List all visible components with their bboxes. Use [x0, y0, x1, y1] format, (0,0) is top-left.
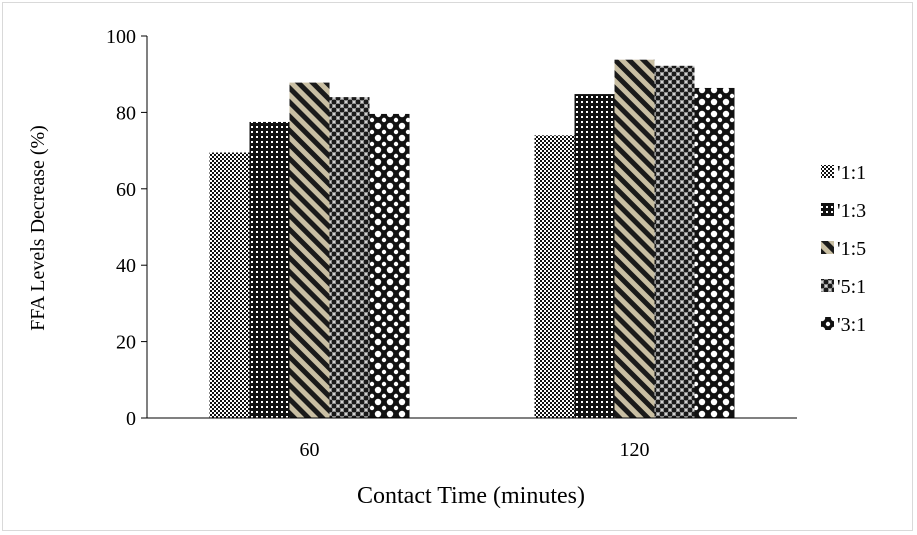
- bar-3-1-60: [369, 113, 410, 418]
- bar-1-3-120: [574, 94, 615, 419]
- y-axis-label: FFA Levels Decrease (%): [27, 125, 49, 331]
- legend-label: '5:1: [837, 276, 866, 298]
- y-tick-label: 60: [116, 179, 136, 201]
- bar-5-1-60: [329, 97, 370, 419]
- x-axis-label: Contact Time (minutes): [357, 483, 585, 509]
- legend-label: '3:1: [837, 314, 866, 336]
- legend-swatch: [821, 165, 834, 178]
- bars-layer: [209, 59, 735, 419]
- legend: '1:1 '1:3 '1:5 '5:1 '3:1: [821, 162, 866, 336]
- legend-label: '1:3: [837, 200, 866, 222]
- y-tick-label: 80: [116, 102, 136, 124]
- x-tick-label: 120: [620, 439, 650, 461]
- x-tick-labels: 60 120: [300, 439, 650, 461]
- bar-3-1-120: [694, 87, 735, 419]
- legend-label: '1:5: [837, 238, 866, 260]
- legend-swatch: [821, 279, 834, 292]
- y-tick-label: 0: [126, 408, 136, 430]
- bar-1-1-120: [534, 135, 575, 418]
- bar-5-1-120: [654, 65, 695, 419]
- y-tick-label: 40: [116, 255, 136, 277]
- legend-swatch: [821, 317, 834, 330]
- legend-swatch: [821, 203, 834, 216]
- bar-1-1-60: [209, 152, 250, 418]
- y-tick-label: 20: [116, 332, 136, 354]
- axes-layer: [141, 35, 797, 419]
- x-tick-label: 60: [300, 439, 320, 461]
- bar-1-5-60: [289, 82, 330, 418]
- bar-1-5-120: [614, 59, 655, 419]
- bar-1-3-60: [249, 121, 290, 418]
- legend-label: '1:1: [837, 162, 866, 184]
- y-tick-labels: 0 20 40 60 80 100: [106, 26, 136, 430]
- legend-swatch: [821, 241, 834, 254]
- y-tick-label: 100: [106, 26, 136, 48]
